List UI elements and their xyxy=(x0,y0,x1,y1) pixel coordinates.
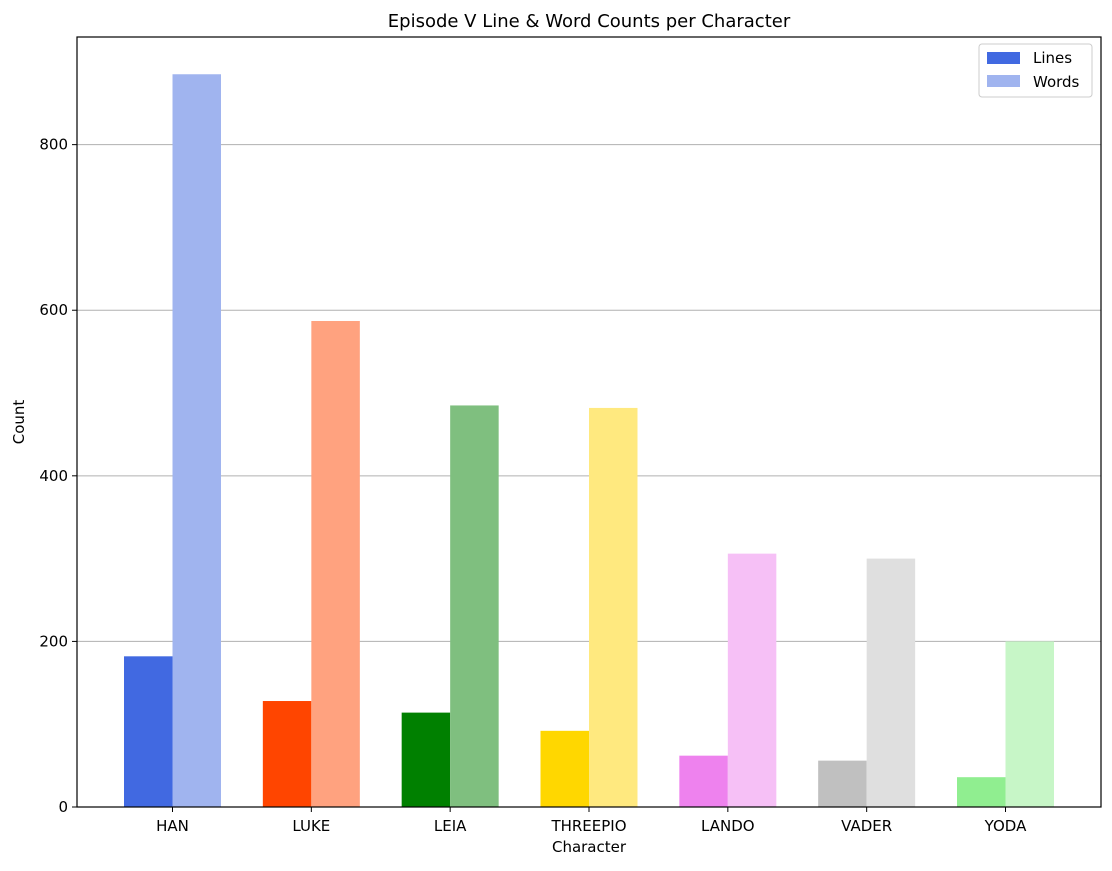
y-tick-label-800: 800 xyxy=(39,136,68,154)
y-axis-label: Count xyxy=(10,400,28,445)
bar-words-yoda xyxy=(1005,641,1054,807)
bar-words-threepio xyxy=(589,407,638,807)
y-axis: 0 200 400 600 800 xyxy=(39,136,77,816)
x-tick-label-yoda: YODA xyxy=(984,817,1027,835)
bar-words-luke xyxy=(311,320,360,807)
x-axis-label: Character xyxy=(552,838,627,856)
bar-words-lando xyxy=(727,553,777,807)
x-tick-label-han: HAN xyxy=(156,817,189,835)
x-axis: HAN LUKE LEIA THREEPIO LANDO VADER YODA xyxy=(156,807,1027,835)
y-tick-label-200: 200 xyxy=(39,632,68,650)
bar-lines-threepio xyxy=(540,730,589,807)
bar-words-han xyxy=(172,74,221,808)
bar-lines-luke xyxy=(262,701,312,807)
legend-label-words: Words xyxy=(1033,73,1080,91)
bar-lines-leia xyxy=(401,712,451,807)
y-tick-label-600: 600 xyxy=(39,301,68,319)
y-tick-label-0: 0 xyxy=(58,798,68,816)
x-tick-label-threepio: THREEPIO xyxy=(550,817,626,835)
bar-layer xyxy=(124,74,1054,808)
bar-words-vader xyxy=(866,558,916,807)
bar-lines-vader xyxy=(818,760,867,807)
x-tick-label-vader: VADER xyxy=(841,817,892,835)
chart-title: Episode V Line & Word Counts per Charact… xyxy=(388,11,791,32)
bar-lines-lando xyxy=(679,755,728,807)
y-tick-label-400: 400 xyxy=(39,467,68,485)
bar-words-leia xyxy=(450,405,499,807)
x-tick-label-lando: LANDO xyxy=(701,817,755,835)
legend-swatch-words xyxy=(987,75,1020,87)
legend: Lines Words xyxy=(978,43,1093,98)
bar-lines-han xyxy=(124,656,173,807)
legend-label-lines: Lines xyxy=(1033,49,1072,67)
x-tick-label-luke: LUKE xyxy=(292,817,330,835)
legend-swatch-lines xyxy=(987,52,1020,64)
bar-lines-yoda xyxy=(957,777,1006,807)
x-tick-label-leia: LEIA xyxy=(434,817,467,835)
